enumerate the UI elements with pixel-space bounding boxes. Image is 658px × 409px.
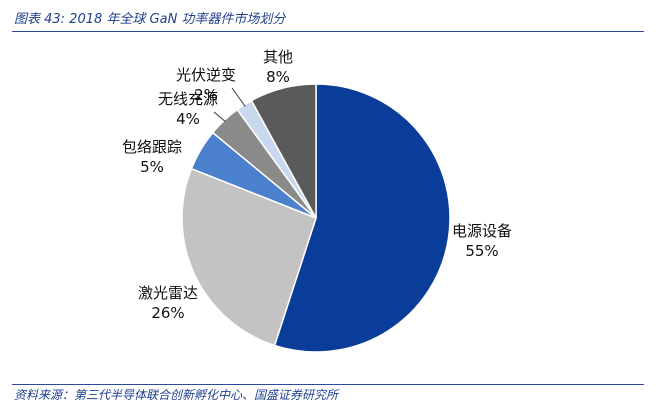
slice-category-label: 光伏逆变 xyxy=(176,66,236,84)
leader-lines xyxy=(213,87,246,123)
slice-category-label: 激光雷达 xyxy=(138,284,198,302)
bottom-divider xyxy=(12,384,644,385)
pie-slices xyxy=(181,83,451,353)
leader-line-5 xyxy=(231,87,246,107)
figure-title: 图表 43: 2018 年全球 GaN 功率器件市场划分 xyxy=(14,12,286,27)
figure-source: 资料来源：第三代半导体联合创新孵化中心、国盛证券研究所 xyxy=(14,388,339,402)
slice-value-label: 8% xyxy=(266,68,290,86)
slice-category-label: 其他 xyxy=(263,48,293,66)
slice-value-label: 4% xyxy=(176,110,200,128)
slice-category-label: 无线充源 xyxy=(158,90,218,108)
pie-slice-1 xyxy=(273,83,451,353)
slice-category-label: 包络跟踪 xyxy=(122,138,182,156)
pie-slice-6 xyxy=(250,83,317,219)
leader-line-4 xyxy=(213,111,226,123)
pie-slice-2 xyxy=(181,167,317,347)
slice-category-label: 电源设备 xyxy=(452,222,512,240)
slice-labels: 电源设备 55% 激光雷达 26% 包络跟踪 5% 无线充源 4% 光伏逆变 2% 其他 8% xyxy=(122,48,512,322)
top-divider xyxy=(12,31,644,32)
slice-value-label: 55% xyxy=(465,242,498,260)
slice-value-label: 5% xyxy=(140,158,164,176)
slice-value-label: 2% xyxy=(194,86,218,104)
slice-value-label: 26% xyxy=(151,304,184,322)
